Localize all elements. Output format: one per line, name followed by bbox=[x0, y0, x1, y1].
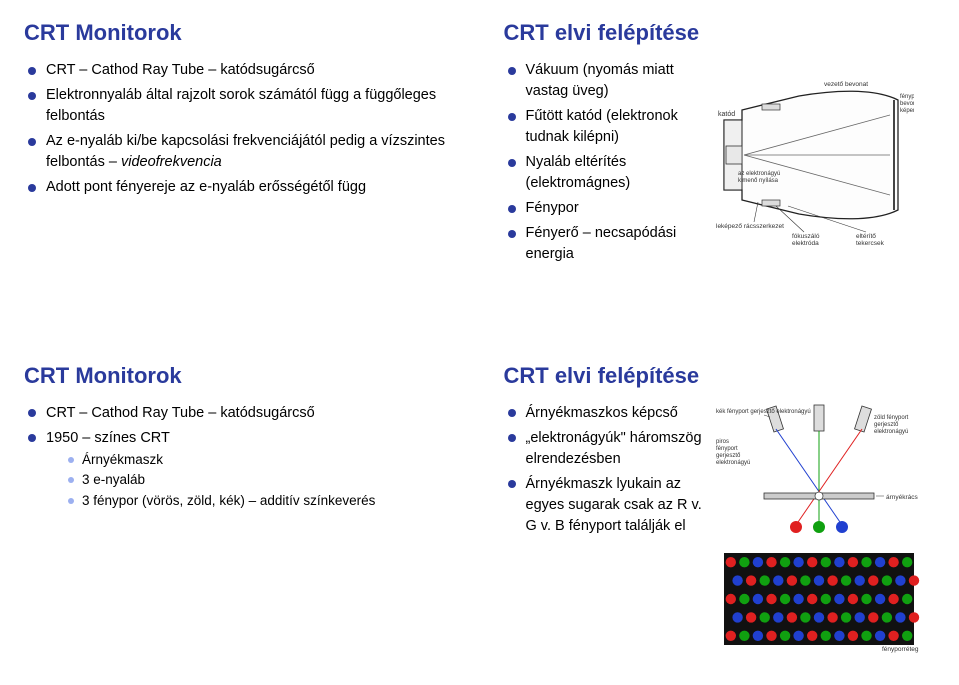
panel-top-right: CRT elvi felépítése Vákuum (nyomás miatt… bbox=[480, 0, 959, 343]
list-item: Nyaláb eltérítés (elektromágnes) bbox=[508, 152, 704, 194]
sublist-bl: Árnyékmaszk 3 e-nyaláb 3 fénypor (vörös,… bbox=[46, 451, 456, 512]
shadow-mask-diagram: kék fényport gerjesztő elektronágyú zöld… bbox=[714, 403, 924, 653]
svg-text:fókuszálóelektróda: fókuszálóelektróda bbox=[792, 233, 820, 247]
svg-text:kék fényport gerjesztő elektro: kék fényport gerjesztő elektronágyú bbox=[716, 409, 811, 415]
title-br: CRT elvi felépítése bbox=[504, 363, 936, 389]
list-item: Fűtött katód (elektronok tudnak kilépni) bbox=[508, 106, 704, 148]
list-item: Adott pont fényereje az e-nyaláb erősség… bbox=[28, 177, 456, 198]
svg-text:fényporbevonat,képernyő: fényporbevonat,képernyő bbox=[900, 94, 914, 114]
svg-text:vezető bevonat: vezető bevonat bbox=[824, 81, 868, 88]
title-tl: CRT Monitorok bbox=[24, 20, 456, 46]
list-item: Fénypor bbox=[508, 198, 704, 219]
list-item: CRT – Cathod Ray Tube – katódsugárcső bbox=[28, 403, 456, 424]
title-tr: CRT elvi felépítése bbox=[504, 20, 936, 46]
list-br: Árnyékmaszkos képcső „elektronágyúk" hár… bbox=[504, 403, 704, 653]
panel-bottom-right: CRT elvi felépítése Árnyékmaszkos képcső… bbox=[480, 343, 959, 685]
list-item: „elektronágyúk" háromszög elrendezésben bbox=[508, 428, 704, 470]
list-item: 1950 – színes CRT Árnyékmaszk 3 e-nyaláb… bbox=[28, 428, 456, 512]
title-bl: CRT Monitorok bbox=[24, 363, 456, 389]
list-tl: CRT – Cathod Ray Tube – katódsugárcső El… bbox=[24, 60, 456, 198]
svg-text:fényporréteg: fényporréteg bbox=[882, 646, 919, 653]
list-item: 3 e-nyaláb bbox=[68, 471, 456, 490]
list-item: Fényerő – necsapódási energia bbox=[508, 223, 704, 265]
list-tr: Vákuum (nyomás miatt vastag üveg) Fűtött… bbox=[504, 60, 704, 269]
svg-text:pirosfényportgerjesztőelektron: pirosfényportgerjesztőelektronágyú bbox=[716, 439, 750, 466]
list-item: 3 fénypor (vörös, zöld, kék) – additív s… bbox=[68, 492, 456, 511]
list-item: CRT – Cathod Ray Tube – katódsugárcső bbox=[28, 60, 456, 81]
svg-text:eltérítőtekercsek: eltérítőtekercsek bbox=[856, 233, 885, 247]
list-item: Elektronnyaláb által rajzolt sorok számá… bbox=[28, 85, 456, 127]
list-item: Árnyékmaszk bbox=[68, 451, 456, 470]
list-item: Árnyékmaszk lyukain az egyes sugarak csa… bbox=[508, 474, 704, 537]
panel-bottom-left: CRT Monitorok CRT – Cathod Ray Tube – ka… bbox=[0, 343, 480, 685]
svg-text:katód: katód bbox=[718, 111, 735, 118]
list-item: Vákuum (nyomás miatt vastag üveg) bbox=[508, 60, 704, 102]
svg-text:leképező rácsszerkezet: leképező rácsszerkezet bbox=[716, 223, 784, 230]
crt-tube-diagram: katód vezető bevonat fényporbevonat,képe… bbox=[714, 60, 914, 269]
panel-top-left: CRT Monitorok CRT – Cathod Ray Tube – ka… bbox=[0, 0, 480, 343]
list-bl: CRT – Cathod Ray Tube – katódsugárcső 19… bbox=[24, 403, 456, 512]
svg-text:az elektronágyúkimenő nyílása: az elektronágyúkimenő nyílása bbox=[738, 171, 780, 184]
list-item: Árnyékmaszkos képcső bbox=[508, 403, 704, 424]
svg-text:zöld fényportgerjesztőelektron: zöld fényportgerjesztőelektronágyú bbox=[874, 415, 909, 435]
svg-text:árnyékrács: árnyékrács bbox=[886, 494, 919, 501]
list-item: Az e-nyaláb ki/be kapcsolási frekvenciáj… bbox=[28, 131, 456, 173]
